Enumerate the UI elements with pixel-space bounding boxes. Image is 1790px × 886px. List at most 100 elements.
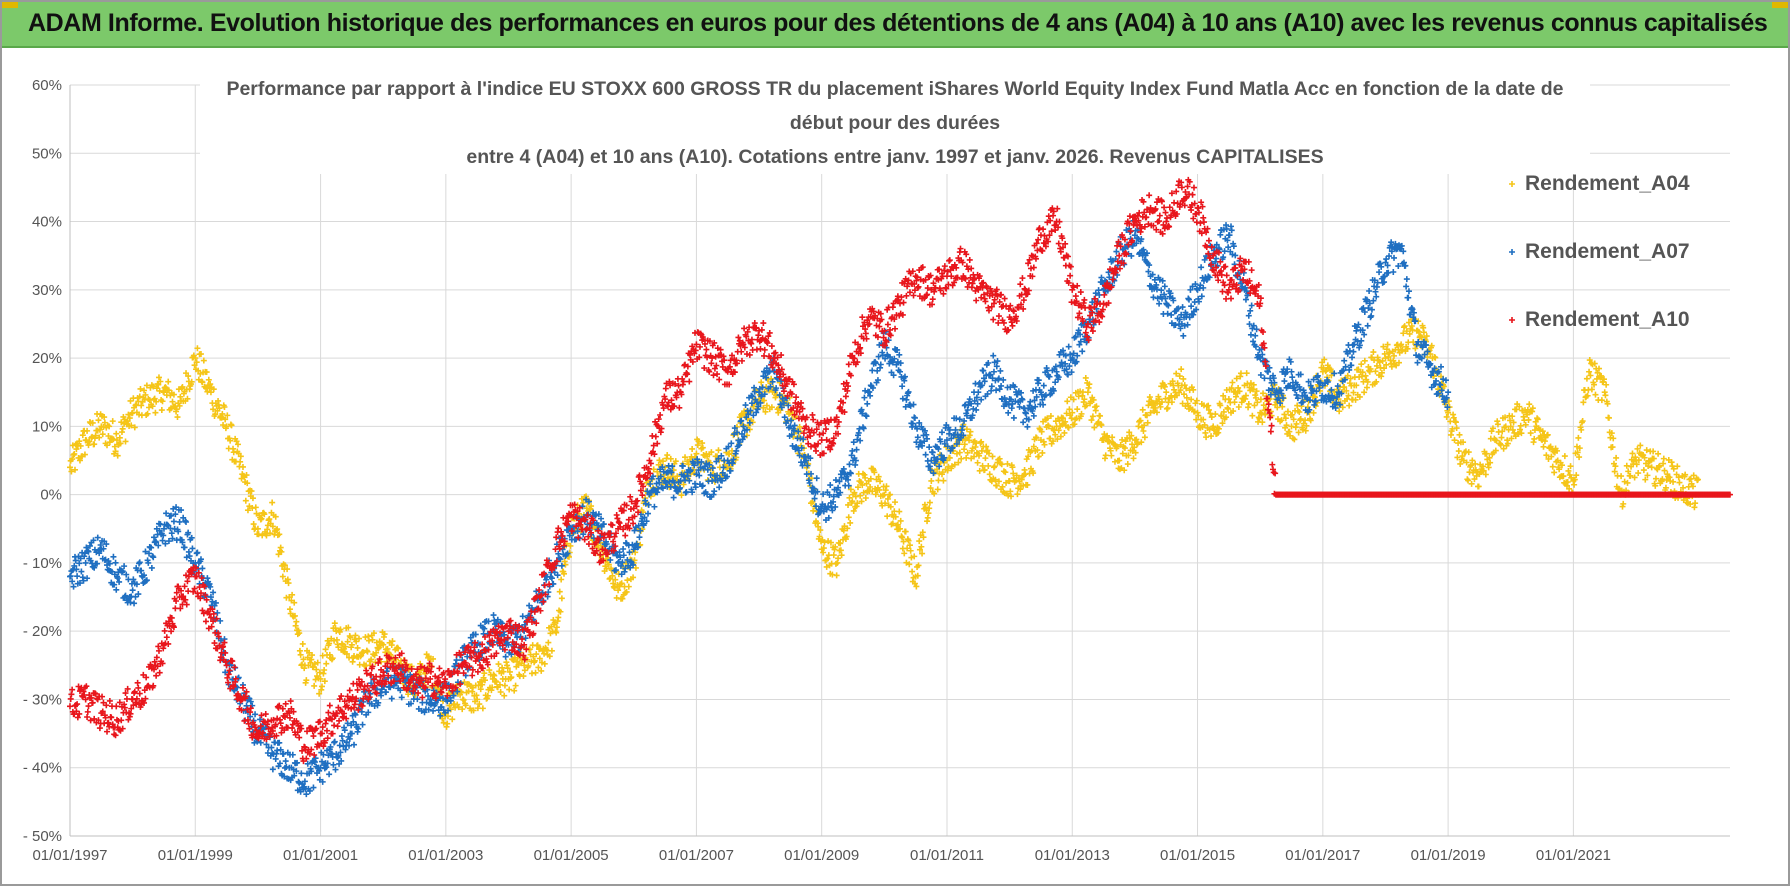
data-point: [901, 550, 908, 557]
data-point: [1091, 424, 1098, 431]
data-point: [931, 490, 938, 497]
data-point: [300, 656, 307, 663]
data-point: [951, 461, 958, 468]
data-point: [1183, 394, 1190, 401]
data-point: [871, 469, 878, 476]
data-point: [190, 352, 197, 359]
data-point: [1134, 440, 1141, 447]
data-point: [126, 415, 133, 422]
data-point: [1168, 311, 1175, 318]
data-point: [520, 673, 527, 680]
data-point: [588, 503, 595, 510]
data-point: [889, 520, 896, 527]
data-point: [922, 451, 929, 458]
data-point: [1055, 427, 1062, 434]
data-point: [1231, 399, 1238, 406]
data-point: [365, 637, 372, 644]
data-point: [558, 576, 565, 583]
data-point: [506, 686, 513, 693]
data-point: [212, 411, 219, 418]
data-point: [1061, 429, 1068, 436]
data-point: [1455, 448, 1462, 455]
data-point: [1137, 417, 1144, 424]
data-point: [877, 478, 884, 485]
data-point: [1475, 483, 1482, 490]
data-point: [899, 395, 906, 402]
data-point: [1403, 276, 1410, 283]
data-point: [1680, 484, 1687, 491]
x-tick-label: 01/01/2015: [1160, 847, 1235, 864]
data-point: [1050, 438, 1057, 445]
data-point: [462, 702, 469, 709]
data-point: [444, 720, 451, 727]
data-point: [680, 481, 687, 488]
data-point: [1074, 406, 1081, 413]
data-point: [895, 526, 902, 533]
data-point: [1138, 439, 1145, 446]
data-point: [250, 521, 257, 528]
data-point: [185, 373, 192, 380]
data-point: [1047, 413, 1054, 420]
data-point: [159, 398, 166, 405]
data-point: [1219, 420, 1226, 427]
data-point: [546, 653, 553, 660]
data-point: [194, 345, 201, 352]
data-point: [926, 505, 933, 512]
data-point: [1310, 409, 1317, 416]
data-point: [348, 644, 355, 651]
data-point: [200, 357, 207, 364]
data-point: [336, 717, 343, 724]
data-point: [609, 572, 616, 579]
data-point: [815, 523, 822, 530]
data-point: [1405, 294, 1412, 301]
data-point: [1640, 467, 1647, 474]
data-point: [315, 675, 322, 682]
data-point: [268, 509, 275, 516]
data-point: [855, 484, 862, 491]
data-point: [1183, 385, 1190, 392]
data-point: [1099, 435, 1106, 442]
data-point: [1119, 436, 1126, 443]
x-tick-label: 01/01/2021: [1536, 847, 1611, 864]
data-point: [114, 452, 121, 459]
data-point: [988, 383, 995, 390]
data-point: [1361, 357, 1368, 364]
data-point: [900, 538, 907, 545]
data-point: [1005, 409, 1012, 416]
data-point: [261, 511, 268, 518]
data-point: [1104, 432, 1111, 439]
data-point: [316, 690, 323, 697]
data-point: [511, 687, 518, 694]
data-point: [854, 500, 861, 507]
data-point: [1188, 396, 1195, 403]
data-point: [915, 562, 922, 569]
data-point: [1376, 269, 1383, 276]
data-point: [1692, 500, 1699, 507]
data-point: [1218, 413, 1225, 420]
data-point: [1164, 405, 1171, 412]
data-point: [267, 530, 274, 537]
data-point: [632, 564, 639, 571]
data-point: [1248, 302, 1255, 309]
data-point: [924, 457, 931, 464]
data-point: [482, 677, 488, 684]
data-point: [1261, 375, 1268, 382]
data-point: [1008, 493, 1015, 500]
data-point: [1144, 419, 1151, 426]
data-point: [207, 381, 214, 388]
data-point: [269, 523, 276, 530]
x-tick-label: 01/01/2011: [910, 847, 984, 864]
data-point: [809, 498, 816, 505]
data-point: [106, 423, 113, 430]
data-point: [699, 444, 706, 451]
data-point: [1060, 415, 1067, 422]
data-point: [905, 537, 912, 544]
data-point: [71, 450, 78, 457]
data-point: [146, 404, 153, 411]
banner-title: ADAM Informe. Evolution historique des p…: [28, 9, 1768, 37]
data-point: [129, 587, 136, 594]
data-point: [316, 669, 323, 676]
data-point: [979, 462, 986, 469]
data-point: [1349, 354, 1356, 361]
data-point: [1044, 415, 1051, 422]
